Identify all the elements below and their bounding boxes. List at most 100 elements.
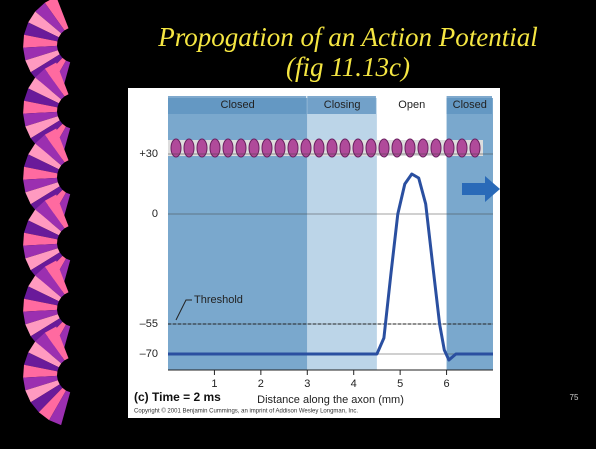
region-header — [446, 96, 492, 114]
y-tick-label: +30 — [139, 148, 158, 160]
fan-stripe — [35, 332, 65, 364]
fan-stripe — [23, 177, 58, 193]
fan-stripe — [44, 0, 69, 31]
fan-stripe — [38, 387, 66, 421]
channel — [430, 138, 442, 158]
fan-stripe — [23, 34, 58, 48]
channel — [365, 138, 377, 158]
x-tick-label: 3 — [304, 378, 310, 390]
region-label: Closed — [221, 99, 255, 111]
y-tick-label: 0 — [152, 208, 158, 220]
decoration — [23, 0, 71, 426]
fan-stripe — [24, 154, 59, 174]
fan-stripe — [35, 134, 65, 166]
potential-line — [168, 172, 493, 362]
fan-stripe — [28, 209, 62, 236]
slide-title: Propogation of an Action Potential — [157, 22, 537, 52]
channel — [261, 138, 273, 158]
region-band — [446, 98, 493, 370]
fan-stripe — [35, 2, 65, 34]
channel — [313, 138, 325, 158]
fan-stripe — [24, 88, 59, 108]
fan-stripe — [30, 384, 63, 413]
fan-stripe — [35, 200, 65, 232]
channel — [209, 138, 221, 158]
channel — [235, 138, 247, 158]
fan-stripe — [28, 275, 62, 302]
channel — [196, 138, 208, 158]
fan-stripe — [44, 260, 69, 295]
fan-stripe — [23, 232, 58, 246]
channel — [469, 138, 481, 158]
x-tick-label: 4 — [351, 378, 357, 390]
channel — [456, 138, 468, 158]
caption: (c) Time = 2 ms — [134, 390, 221, 404]
membrane — [168, 140, 483, 156]
fan-stripe — [44, 62, 69, 97]
fan-stripe — [35, 68, 65, 100]
channel — [404, 138, 416, 158]
page-number: 75 — [570, 393, 579, 402]
slide-subtitle: (fig 11.13c) — [286, 52, 410, 82]
channel — [274, 138, 286, 158]
fan-stripe — [24, 352, 59, 372]
fan-stripe — [28, 77, 62, 104]
region-header — [168, 96, 307, 114]
arrow — [462, 176, 500, 202]
fan-stripe — [25, 248, 60, 271]
channel — [170, 138, 182, 158]
channel — [443, 138, 455, 158]
region-label: Closing — [324, 99, 361, 111]
channel — [248, 138, 260, 158]
channel — [287, 138, 299, 158]
threshold-pointer — [175, 299, 192, 321]
fan-stripe — [35, 266, 65, 298]
x-tick-label: 2 — [258, 378, 264, 390]
fan-stripe — [44, 128, 69, 163]
channel — [391, 138, 403, 158]
region-label: Open — [398, 99, 425, 111]
fan-stripe — [25, 116, 60, 139]
channel — [339, 138, 351, 158]
fan-stripe — [23, 298, 58, 312]
region-header — [376, 96, 446, 114]
channel — [183, 138, 195, 158]
y-tick-label: –55 — [140, 318, 158, 330]
x-tick-label: 5 — [397, 378, 403, 390]
channel — [378, 138, 390, 158]
fan-stripe — [25, 50, 60, 73]
x-tick-label: 6 — [444, 378, 450, 390]
fan-stripe — [25, 380, 60, 403]
channel — [326, 138, 338, 158]
fan-stripe — [28, 341, 62, 368]
fan-stripe — [28, 11, 62, 38]
fan-stripe — [49, 390, 71, 426]
fan-stripe — [23, 111, 58, 127]
x-axis-label: Distance along the axon (mm) — [257, 394, 404, 406]
region-label: Closed — [453, 99, 487, 111]
credit: Copyright © 2001 Benjamin Cummings, an i… — [134, 408, 358, 415]
threshold-label: Threshold — [194, 294, 243, 306]
region-header — [307, 96, 376, 114]
fan-stripe — [23, 375, 58, 391]
y-tick-label: –70 — [140, 348, 158, 360]
fan-stripe — [24, 22, 59, 42]
fan-stripe — [28, 143, 62, 170]
fan-stripe — [23, 166, 58, 180]
channel — [300, 138, 312, 158]
channel — [222, 138, 234, 158]
fan-stripe — [23, 243, 58, 259]
fan-stripe — [24, 220, 59, 240]
fan-stripe — [25, 182, 60, 205]
channel — [352, 138, 364, 158]
fan-stripe — [44, 326, 69, 361]
channel — [417, 138, 429, 158]
fan-stripe — [23, 100, 58, 114]
fan-stripe — [23, 45, 58, 61]
fan-stripe — [25, 314, 60, 337]
x-tick-label: 1 — [211, 378, 217, 390]
fan-stripe — [44, 194, 69, 229]
plot: Closed Closing Open Closed +30 0 –55 –70 1 2 3 4 5 6 D… — [134, 96, 500, 415]
fan-stripe — [23, 309, 58, 325]
